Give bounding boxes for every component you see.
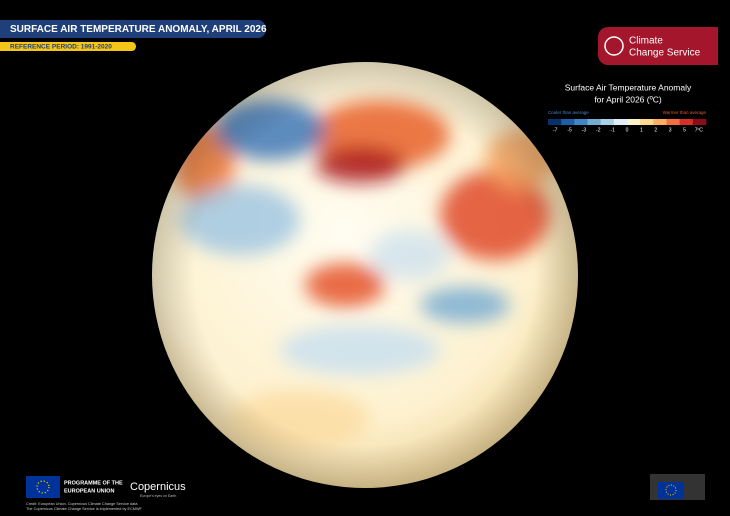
colorbar-tick-label: -7 bbox=[553, 127, 558, 133]
colorbar-tick-label: 0 bbox=[626, 127, 629, 133]
colorbar: -7 -5 -3 -2 -1 0 1 2 3 5 7ºC bbox=[548, 119, 707, 133]
legend-cooler: Cooler than average bbox=[548, 110, 589, 115]
colorbar-segment bbox=[666, 119, 680, 125]
legend-title: Surface Air Temperature Anomaly bbox=[565, 82, 692, 92]
credit-2: The Copernicus Climate Change Service is… bbox=[26, 507, 143, 511]
colorbar-tick-label: -2 bbox=[596, 127, 601, 133]
reference-period: REFERENCE PERIOD: 1991-2020 bbox=[10, 43, 112, 50]
colorbar-segment bbox=[679, 119, 694, 125]
colorbar-segment bbox=[548, 119, 562, 125]
c3s-logo bbox=[598, 27, 718, 65]
colorbar-segment bbox=[600, 119, 615, 125]
eu-stars bbox=[36, 480, 50, 494]
colorbar-segment bbox=[574, 119, 588, 125]
programme: PROGRAMME OF THE bbox=[64, 480, 123, 486]
eu-name: EUROPEAN UNION bbox=[64, 488, 114, 494]
c3s-icon bbox=[604, 36, 624, 56]
globe-shade bbox=[152, 62, 578, 488]
credit-1: Credit: European Union, Copernicus Clima… bbox=[26, 502, 138, 506]
colorbar-tick-label: 3 bbox=[669, 127, 672, 133]
ec-logo bbox=[650, 474, 705, 500]
colorbar-tick-label: -3 bbox=[582, 127, 587, 133]
title: SURFACE AIR TEMPERATURE ANOMALY, APRIL 2… bbox=[10, 24, 267, 35]
tagline: Europe's eyes on Earth bbox=[140, 494, 176, 498]
colorbar-segment bbox=[561, 119, 575, 125]
colorbar-tick-label: -5 bbox=[567, 127, 572, 133]
colorbar-tick-label: -1 bbox=[610, 127, 615, 133]
legend-warmer: Warmer than average bbox=[663, 110, 707, 115]
colorbar-tick-label: 7ºC bbox=[695, 127, 704, 133]
brand-line2: Change Service bbox=[629, 48, 701, 59]
colorbar-segment bbox=[627, 119, 641, 125]
reference-banner bbox=[0, 42, 136, 51]
colorbar-segment bbox=[653, 119, 667, 125]
colorbar-segment bbox=[692, 119, 707, 125]
eu-flag bbox=[26, 476, 60, 498]
colorbar-tick-label: 2 bbox=[654, 127, 657, 133]
legend-subtitle: for April 2026 (ºC) bbox=[594, 94, 662, 104]
copernicus: Copernicus bbox=[130, 481, 186, 493]
colorbar-tick-label: 5 bbox=[683, 127, 686, 133]
colorbar-segment bbox=[613, 119, 628, 125]
title-banner bbox=[0, 20, 266, 38]
colorbar-segment bbox=[640, 119, 654, 125]
brand-line1: Climate bbox=[629, 36, 663, 47]
colorbar-segment bbox=[587, 119, 601, 125]
colorbar-tick-label: 1 bbox=[640, 127, 643, 133]
